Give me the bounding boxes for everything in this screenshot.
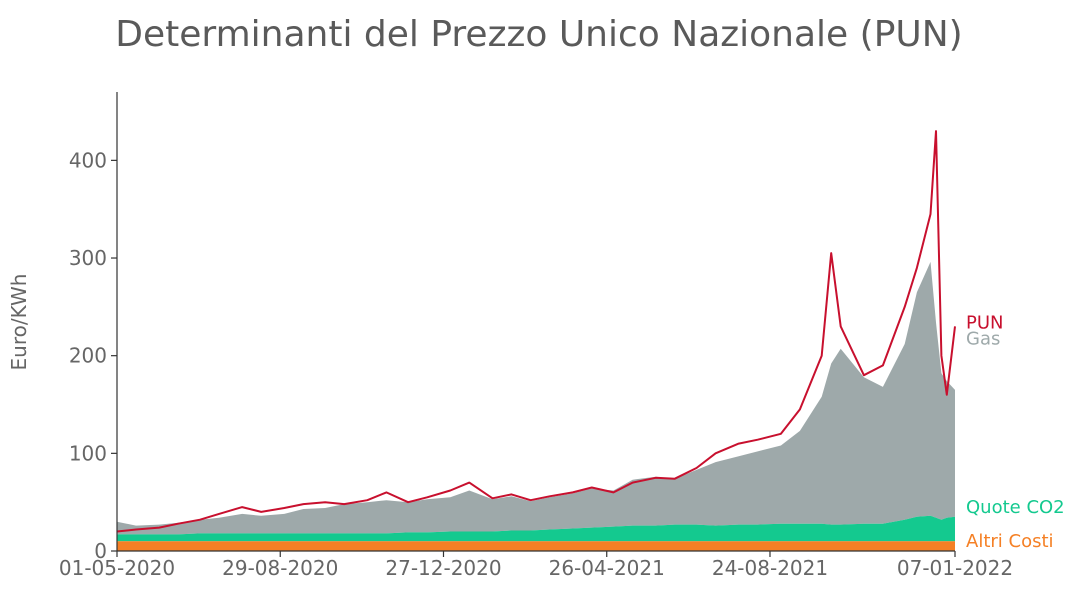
chart-title: Determinanti del Prezzo Unico Nazionale …	[115, 14, 963, 55]
y-axis-title: Euro/KWh	[7, 274, 31, 371]
y-tick-label: 100	[69, 441, 107, 465]
co2-label: Quote CO2	[966, 497, 1065, 518]
x-tick-label: 29-08-2020	[222, 556, 338, 580]
area-layers	[117, 261, 955, 551]
pun-line	[116, 130, 956, 533]
y-tick-label: 0	[94, 539, 107, 563]
altri-costi-area	[117, 541, 955, 551]
x-tick-label: 07-01-2022	[897, 556, 1013, 580]
gas-area	[117, 261, 955, 535]
y-tick-label: 300	[69, 246, 107, 270]
x-tick-label: 26-04-2021	[549, 556, 665, 580]
co2-area	[117, 515, 955, 542]
axes: 0 100 200 300 400 01-05-2020 29-08-2020 27-12-2…	[59, 92, 1013, 580]
gas-label: Gas	[966, 328, 1000, 349]
altri-costi-label: Altri Costi	[966, 531, 1054, 552]
x-tick-label: 27-12-2020	[385, 556, 501, 580]
x-tick-label: 01-05-2020	[59, 556, 175, 580]
y-tick-label: 200	[69, 344, 107, 368]
line-layers	[116, 130, 956, 533]
x-tick-label: 24-08-2021	[712, 556, 828, 580]
y-tick-label: 400	[69, 148, 107, 172]
pun-label: PUN	[966, 312, 1004, 333]
